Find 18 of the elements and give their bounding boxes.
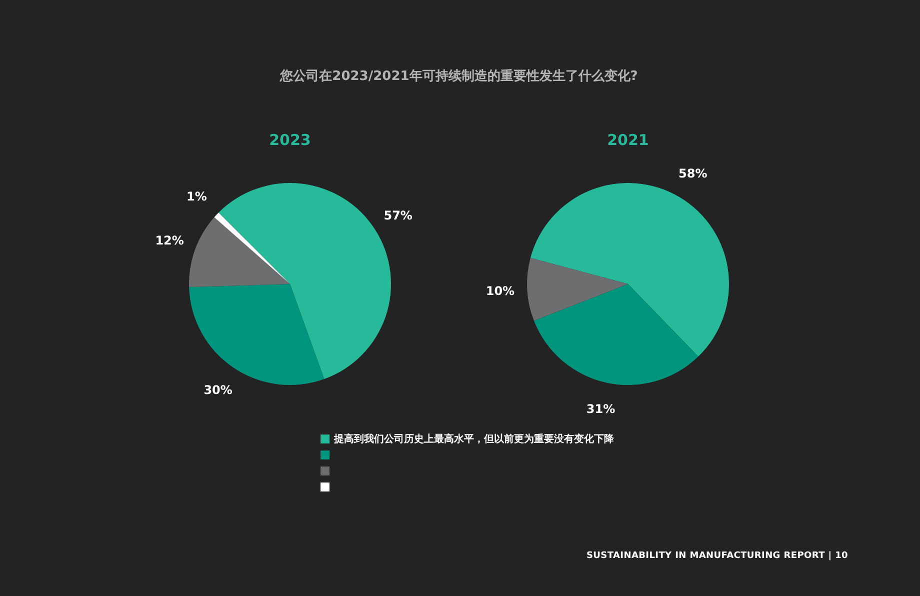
data-label: 10% — [486, 284, 515, 298]
pie-slice — [189, 217, 290, 288]
data-label: 1% — [186, 189, 207, 204]
legend-label: 提高到我们公司历史上最高水平，但以前更为重要没有变化下降 — [333, 433, 615, 445]
pie-slice — [214, 212, 290, 284]
pie-slice — [527, 258, 628, 321]
pie-slice — [189, 284, 324, 385]
data-label: 12% — [155, 234, 184, 248]
pie-slice — [534, 284, 698, 385]
text: SUSTAINABILITY IN MANUFACTURING REPORT | 10 — [586, 551, 848, 561]
data-label: 58% — [678, 166, 708, 181]
chart-title: 您公司在2023/2021年可持续制造的重要性发生了什么变化? — [279, 68, 638, 84]
data-label: 30% — [204, 382, 232, 397]
chart-subtitle: 2023 — [269, 131, 311, 149]
data-label: 57% — [384, 208, 412, 222]
data-label: 31% — [586, 402, 616, 416]
pie-slice — [530, 183, 729, 357]
chart-subtitle: 2021 — [607, 131, 649, 149]
